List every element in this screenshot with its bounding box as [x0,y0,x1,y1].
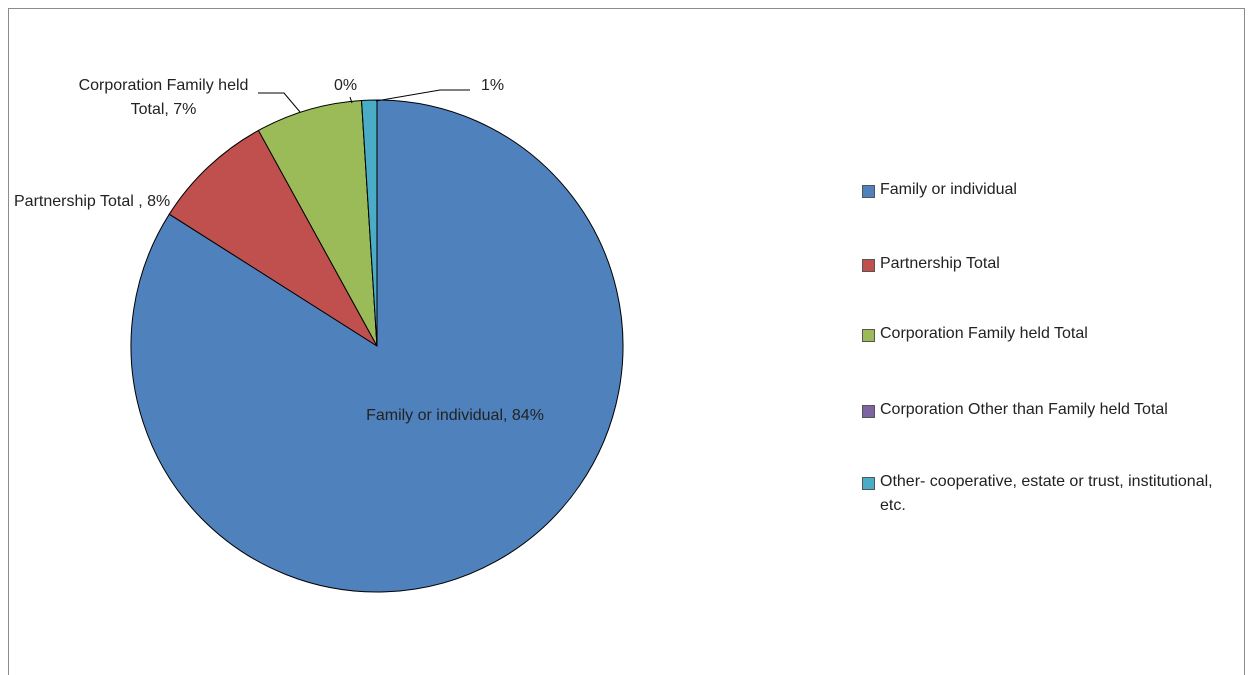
chart-frame [8,8,1245,675]
legend-swatch [862,405,875,418]
pie-slice [168,129,378,347]
legend-entry: Corporation Other than Family held Total [880,401,1168,418]
leader-line [349,96,353,104]
legend-entry: Other- cooperative, estate or trust, ins… [880,473,1213,514]
pie-slice [257,99,378,347]
legend-swatch [862,329,875,342]
pie-slice [361,99,378,347]
legend-swatch [862,259,875,272]
data-label: Family or individual, 84% [366,407,544,424]
data-label: 0% [334,77,358,94]
legend-entry: Family or individual [880,181,1017,198]
legend-swatch [862,185,875,198]
pie [130,99,624,593]
leader-line [375,89,470,102]
leader-line [258,92,301,113]
legend-entry: Partnership Total [880,255,1000,272]
legend-entry: Corporation Family held Total [880,325,1088,342]
data-label: Partnership Total , 8% [14,193,171,210]
data-label: 1% [481,77,505,94]
legend-swatch [862,477,875,490]
data-label: Corporation Family held Total, 7% [78,77,249,118]
